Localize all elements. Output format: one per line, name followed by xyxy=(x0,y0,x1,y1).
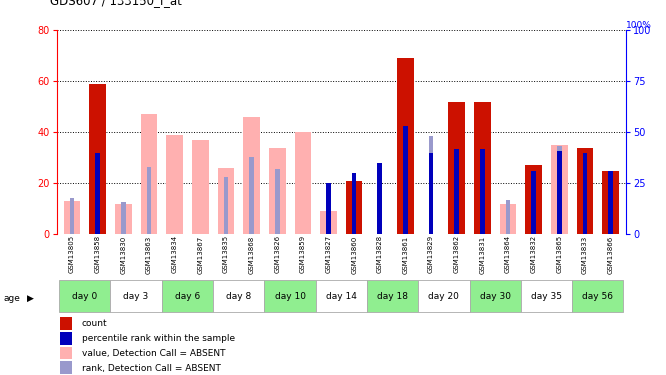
Bar xyxy=(551,145,567,234)
Bar xyxy=(367,280,418,312)
Bar xyxy=(269,147,286,234)
Text: day 35: day 35 xyxy=(531,292,562,301)
Bar xyxy=(275,169,280,234)
Text: GSM13859: GSM13859 xyxy=(300,235,306,273)
Text: day 0: day 0 xyxy=(72,292,97,301)
Text: age: age xyxy=(3,294,20,303)
Bar xyxy=(352,173,356,234)
Text: GSM13805: GSM13805 xyxy=(69,235,75,273)
Bar xyxy=(224,177,228,234)
Text: percentile rank within the sample: percentile rank within the sample xyxy=(82,334,235,344)
Bar xyxy=(418,280,470,312)
Text: GSM13863: GSM13863 xyxy=(146,235,152,273)
Text: rank, Detection Call = ABSENT: rank, Detection Call = ABSENT xyxy=(82,363,220,372)
Bar xyxy=(316,280,367,312)
Text: day 56: day 56 xyxy=(582,292,613,301)
Text: GSM13866: GSM13866 xyxy=(607,235,613,273)
Text: GSM13835: GSM13835 xyxy=(223,235,229,273)
Bar xyxy=(243,117,260,234)
Bar xyxy=(448,102,465,234)
Bar xyxy=(500,204,516,234)
Text: day 20: day 20 xyxy=(428,292,460,301)
Bar xyxy=(147,167,151,234)
Bar xyxy=(378,163,382,234)
Bar xyxy=(505,200,510,234)
Bar xyxy=(602,171,619,234)
Bar xyxy=(60,332,73,345)
Bar xyxy=(326,210,331,234)
Text: value, Detection Call = ABSENT: value, Detection Call = ABSENT xyxy=(82,349,225,358)
Bar xyxy=(95,153,100,234)
Text: 100%: 100% xyxy=(626,21,652,30)
Text: count: count xyxy=(82,320,107,328)
Bar xyxy=(218,168,234,234)
Text: day 3: day 3 xyxy=(123,292,149,301)
Bar xyxy=(320,211,337,234)
Text: GSM13858: GSM13858 xyxy=(95,235,101,273)
Bar xyxy=(429,136,434,234)
Text: day 6: day 6 xyxy=(174,292,200,301)
Bar xyxy=(60,346,73,359)
Text: day 18: day 18 xyxy=(377,292,408,301)
Text: GDS607 / 133150_f_at: GDS607 / 133150_f_at xyxy=(50,0,182,8)
Bar xyxy=(141,114,157,234)
Bar xyxy=(429,153,434,234)
Bar xyxy=(89,84,106,234)
Bar xyxy=(572,280,623,312)
Text: day 30: day 30 xyxy=(480,292,511,301)
Bar xyxy=(213,280,264,312)
Bar xyxy=(121,202,126,234)
Text: day 14: day 14 xyxy=(326,292,357,301)
Text: GSM13867: GSM13867 xyxy=(197,235,203,273)
Bar xyxy=(60,361,73,374)
Text: GSM13828: GSM13828 xyxy=(377,235,383,273)
Text: GSM13832: GSM13832 xyxy=(531,235,537,273)
Bar xyxy=(521,280,572,312)
Bar xyxy=(557,151,561,234)
Bar xyxy=(454,148,459,234)
Text: GSM13830: GSM13830 xyxy=(121,235,127,273)
Text: GSM13834: GSM13834 xyxy=(172,235,178,273)
Bar xyxy=(470,280,521,312)
Bar xyxy=(474,102,491,234)
Text: GSM13862: GSM13862 xyxy=(454,235,460,273)
Bar xyxy=(577,147,593,234)
Bar xyxy=(326,183,331,234)
Text: GSM13865: GSM13865 xyxy=(556,235,562,273)
Text: GSM13861: GSM13861 xyxy=(402,235,408,273)
Bar xyxy=(59,280,111,312)
Bar xyxy=(264,280,316,312)
Bar xyxy=(249,157,254,234)
Text: GSM13829: GSM13829 xyxy=(428,235,434,273)
Bar xyxy=(583,153,587,234)
Text: day 8: day 8 xyxy=(226,292,251,301)
Text: day 10: day 10 xyxy=(274,292,306,301)
Bar xyxy=(166,135,183,234)
Bar xyxy=(346,181,362,234)
Bar xyxy=(111,280,162,312)
Bar xyxy=(531,171,536,234)
Bar xyxy=(403,126,408,234)
Bar xyxy=(397,58,414,234)
Bar xyxy=(294,132,311,234)
Bar xyxy=(70,198,75,234)
Text: GSM13864: GSM13864 xyxy=(505,235,511,273)
Bar xyxy=(60,317,73,330)
Bar xyxy=(525,165,542,234)
Text: GSM13831: GSM13831 xyxy=(480,235,486,273)
Bar xyxy=(64,201,81,234)
Text: GSM13833: GSM13833 xyxy=(582,235,588,273)
Text: GSM13826: GSM13826 xyxy=(274,235,280,273)
Text: GSM13827: GSM13827 xyxy=(326,235,332,273)
Text: GSM13868: GSM13868 xyxy=(248,235,254,273)
Bar xyxy=(608,171,613,234)
Bar xyxy=(192,140,208,234)
Bar xyxy=(115,204,132,234)
Bar xyxy=(162,280,213,312)
Bar xyxy=(557,147,561,234)
Text: ▶: ▶ xyxy=(27,294,34,303)
Bar xyxy=(480,148,485,234)
Text: GSM13860: GSM13860 xyxy=(351,235,357,273)
